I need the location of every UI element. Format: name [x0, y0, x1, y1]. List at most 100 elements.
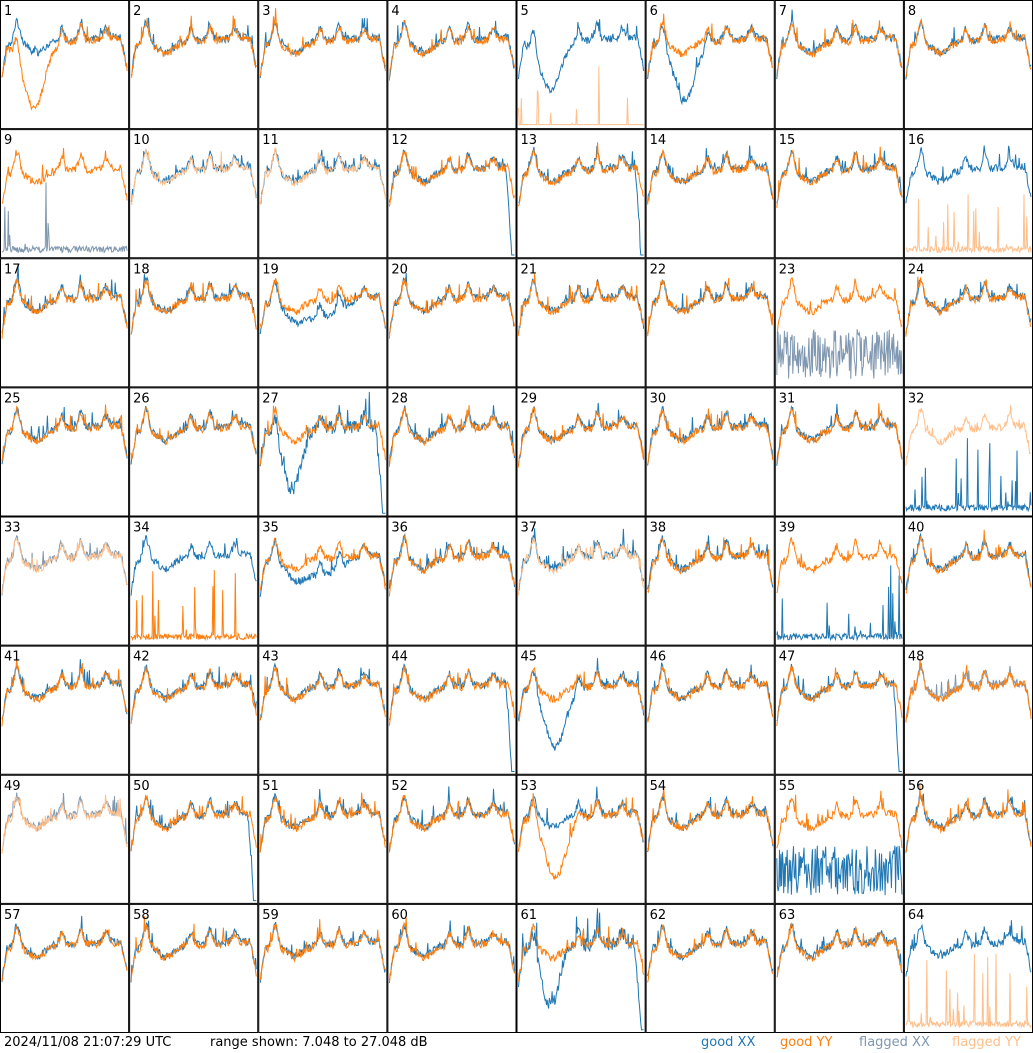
- series-xx-8: [905, 20, 1032, 80]
- panel-frame: [516, 387, 646, 517]
- panel-label: 42: [133, 650, 150, 665]
- series-xx-52: [388, 786, 515, 852]
- panel-label: 38: [650, 521, 667, 536]
- series-yy-7: [776, 19, 903, 78]
- panel-label: 3: [262, 4, 270, 19]
- series-yy-25: [1, 404, 128, 462]
- panel-13: 13: [516, 129, 646, 259]
- range-label: range shown: 7.048 to 27.048 dB: [210, 1035, 428, 1050]
- panel-58: 58: [129, 903, 259, 1033]
- series-yy-55: [776, 790, 903, 849]
- panel-label: 2: [133, 4, 141, 19]
- series-yy-20: [388, 278, 515, 339]
- panel-18: 18: [129, 258, 259, 388]
- panel-label: 48: [908, 650, 925, 665]
- series-yy-44: [388, 665, 515, 726]
- series-yy-19: [259, 278, 386, 329]
- series-xx-4: [388, 20, 515, 79]
- timestamp: 2024/11/08 21:07:29 UTC: [4, 1035, 172, 1050]
- series-xx-41: [1, 659, 128, 720]
- panel-62: 62: [645, 903, 775, 1033]
- panel-label: 20: [391, 262, 408, 277]
- panel-frame: [129, 903, 259, 1033]
- series-yy-34: [130, 570, 257, 642]
- series-yy-18: [130, 279, 257, 335]
- panel-frame: [129, 774, 259, 904]
- panel-frame: [645, 774, 775, 904]
- series-xx-17: [1, 264, 128, 333]
- panel-14: 14: [645, 129, 775, 259]
- series-xx-24: [905, 279, 1032, 335]
- panel-label: 60: [391, 908, 408, 923]
- panel-label: 5: [521, 4, 529, 19]
- panel-label: 31: [779, 391, 796, 406]
- panel-50: 50: [129, 774, 259, 904]
- panel-4: 4: [387, 0, 517, 130]
- panel-frame: [645, 387, 775, 517]
- panel-label: 36: [391, 521, 408, 536]
- panel-label: 13: [521, 133, 538, 148]
- series-yy-41: [1, 657, 128, 727]
- panel-10: 10: [129, 129, 259, 259]
- panel-54: 54: [645, 774, 775, 904]
- panel-label: 40: [908, 521, 925, 536]
- panel-label: 49: [4, 779, 21, 794]
- panel-frame: [903, 516, 1033, 646]
- panel-label: 44: [391, 650, 408, 665]
- panel-16: 16: [903, 129, 1033, 259]
- panel-label: 56: [908, 779, 925, 794]
- series-yy-59: [259, 919, 386, 981]
- series-xx-2: [130, 17, 257, 76]
- panel-label: 7: [779, 4, 787, 19]
- panel-frame: [129, 258, 259, 388]
- series-xx-26: [130, 405, 257, 465]
- panel-label: 50: [133, 779, 150, 794]
- panel-frame: [258, 903, 388, 1033]
- series-yy-9: [1, 147, 128, 204]
- panel-frame: [258, 258, 388, 388]
- panel-label: 54: [650, 779, 667, 794]
- series-xx-20: [388, 272, 515, 334]
- panel-label: 51: [262, 779, 279, 794]
- panel-35: 35: [258, 516, 388, 646]
- legend-flagged-xx: flagged XX: [859, 1035, 930, 1050]
- series-yy-17: [1, 278, 128, 339]
- panel-53: 53: [516, 774, 646, 904]
- panel-27: 27: [258, 387, 388, 517]
- panel-frame: [387, 258, 517, 388]
- panel-label: 29: [521, 391, 538, 406]
- panel-label: 14: [650, 133, 667, 148]
- panel-frame: [258, 645, 388, 775]
- series-xx-3: [259, 18, 386, 79]
- panel-label: 61: [521, 908, 538, 923]
- panel-19: 19: [258, 258, 388, 388]
- panel-frame: [387, 129, 517, 259]
- series-xx-11: [259, 148, 386, 204]
- panel-frame: [645, 516, 775, 646]
- panel-frame: [516, 774, 646, 904]
- footer: 2024/11/08 21:07:29 UTC range shown: 7.0…: [0, 1033, 1033, 1053]
- panel-21: 21: [516, 258, 646, 388]
- panel-frame: [387, 903, 517, 1033]
- series-xx-51: [259, 788, 386, 852]
- panel-label: 24: [908, 262, 925, 277]
- panel-frame: [645, 903, 775, 1033]
- panel-12: 12: [387, 129, 517, 259]
- panel-frame: [774, 903, 904, 1033]
- series-xx-33: [1, 534, 128, 596]
- series-xx-36: [388, 533, 515, 589]
- panel-frame: [645, 258, 775, 388]
- panel-frame: [516, 258, 646, 388]
- series-yy-14: [647, 149, 774, 205]
- series-yy-57: [1, 925, 128, 981]
- series-xx-15: [776, 150, 903, 204]
- series-xx-30: [647, 405, 774, 466]
- panel-20: 20: [387, 258, 517, 388]
- panel-17: 17: [0, 258, 130, 388]
- series-yy-6: [647, 13, 774, 77]
- panel-label: 64: [908, 908, 925, 923]
- panel-59: 59: [258, 903, 388, 1033]
- series-yy-36: [388, 534, 515, 597]
- panel-frame: [258, 129, 388, 259]
